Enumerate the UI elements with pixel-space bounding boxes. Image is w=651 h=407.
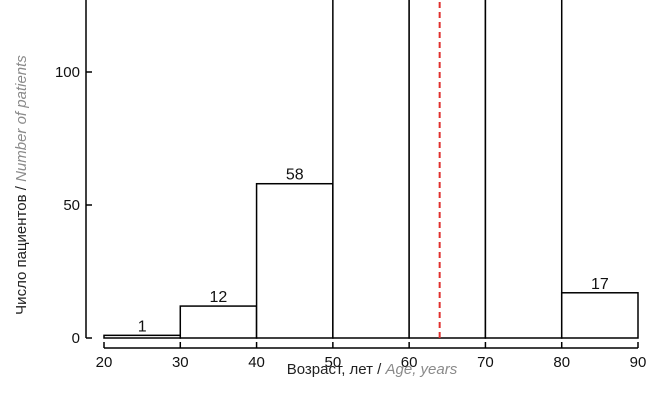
bar-value-label: 1 bbox=[138, 318, 147, 335]
x-tick-label: 20 bbox=[96, 354, 113, 371]
y-axis-title-ru: Число пациентов / bbox=[13, 182, 30, 315]
bar-20-30 bbox=[103, 334, 182, 339]
bar-labels-group: 1125813320314317 bbox=[138, 167, 609, 336]
x-axis-title-en: Age, years bbox=[385, 361, 458, 378]
x-tick-label: 80 bbox=[553, 354, 570, 371]
bar-40-50 bbox=[255, 182, 334, 339]
x-axis: 20 30 40 50 60 70 80 90 bbox=[96, 342, 647, 371]
y-axis-title: Число пациентов / Number of patients bbox=[13, 55, 30, 315]
bar-80-90 bbox=[560, 292, 639, 339]
x-tick-label: 90 bbox=[630, 354, 647, 371]
x-axis-title-ru: Возраст, лет / bbox=[287, 361, 386, 378]
x-tick-label: 40 bbox=[248, 354, 265, 371]
bar-value-label: 12 bbox=[210, 289, 228, 306]
y-axis: 050100150200 bbox=[55, 0, 92, 347]
bars-group bbox=[103, 0, 639, 339]
x-axis-title: Возраст, лет / Age, years bbox=[287, 361, 458, 378]
y-tick-label: 100 bbox=[55, 64, 80, 81]
bar-60-70 bbox=[408, 0, 487, 339]
x-tick-label: 60 bbox=[401, 354, 418, 371]
bar-50-60 bbox=[332, 0, 410, 339]
bar-30-40 bbox=[179, 305, 258, 339]
x-tick-label: 30 bbox=[172, 354, 189, 371]
y-axis-title-en: Number of patients bbox=[13, 55, 30, 182]
x-tick-label: 50 bbox=[325, 354, 342, 371]
bar-value-label: 58 bbox=[286, 167, 304, 184]
bar-value-label: 17 bbox=[591, 276, 609, 293]
y-tick-label: 50 bbox=[63, 197, 80, 214]
bar-70-80 bbox=[484, 0, 563, 339]
y-tick-label: 0 bbox=[72, 330, 80, 347]
x-tick-label: 70 bbox=[477, 354, 494, 371]
